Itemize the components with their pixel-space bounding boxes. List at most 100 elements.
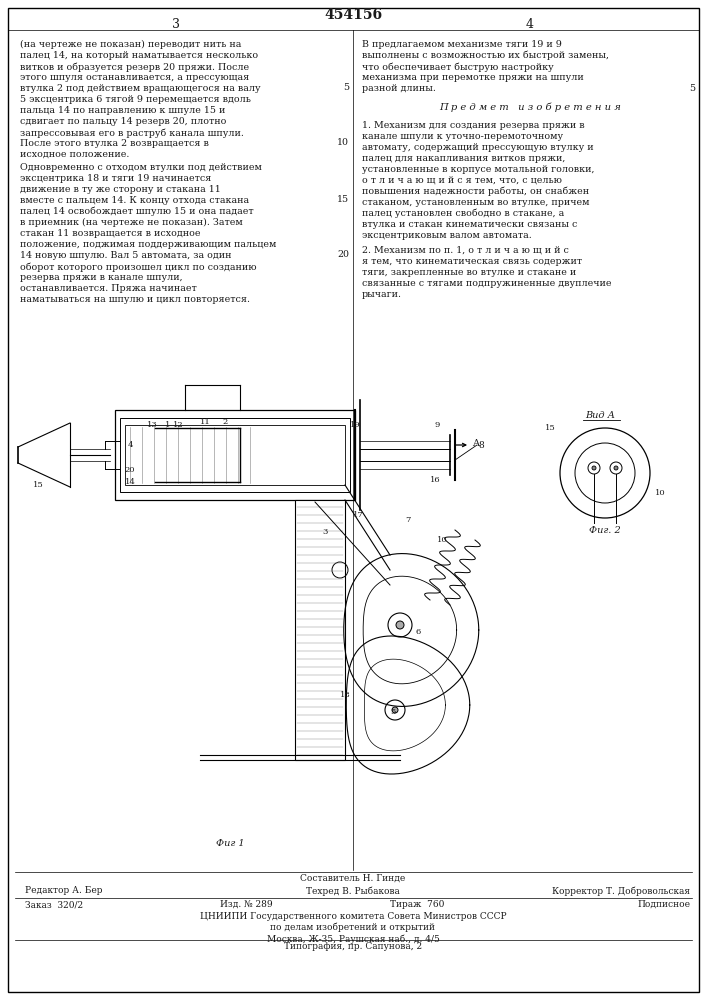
- Text: Изд. № 289: Изд. № 289: [220, 900, 273, 909]
- Text: эксцентриковым валом автомата.: эксцентриковым валом автомата.: [362, 231, 532, 240]
- Text: палец для накапливания витков пряжи,: палец для накапливания витков пряжи,: [362, 154, 566, 163]
- Text: 5: 5: [343, 83, 349, 92]
- Text: оборот которого произошел цикл по созданию: оборот которого произошел цикл по создан…: [20, 262, 257, 271]
- Text: Вид А: Вид А: [585, 411, 615, 420]
- Text: 4: 4: [526, 17, 534, 30]
- Text: положение, поджимая поддерживающим пальцем: положение, поджимая поддерживающим пальц…: [20, 240, 276, 249]
- Text: Корректор Т. Добровольская: Корректор Т. Добровольская: [552, 886, 690, 896]
- Text: сдвигает по пальцу 14 резерв 20, плотно: сдвигает по пальцу 14 резерв 20, плотно: [20, 117, 226, 126]
- Text: Редактор А. Бер: Редактор А. Бер: [25, 886, 103, 895]
- Text: 3: 3: [172, 17, 180, 30]
- Text: запрессовывая его в раструб канала шпули.: запрессовывая его в раструб канала шпули…: [20, 128, 244, 137]
- Text: 13: 13: [146, 421, 158, 429]
- Text: Заказ  320/2: Заказ 320/2: [25, 900, 83, 909]
- Text: связанные с тягами подпружиненные двуплечие: связанные с тягами подпружиненные двупле…: [362, 279, 612, 288]
- Text: 9: 9: [434, 421, 440, 429]
- Text: Типография, пр. Сапунова, 2: Типография, пр. Сапунова, 2: [284, 942, 422, 951]
- Polygon shape: [18, 423, 70, 487]
- Text: установленные в корпусе мотальной головки,: установленные в корпусе мотальной головк…: [362, 165, 595, 174]
- Text: 10: 10: [655, 489, 665, 497]
- Text: Подписное: Подписное: [637, 900, 690, 909]
- Text: рычаги.: рычаги.: [362, 290, 402, 299]
- Text: 3: 3: [322, 528, 327, 536]
- Text: стаканом, установленным во втулке, причем: стаканом, установленным во втулке, приче…: [362, 198, 590, 207]
- Text: механизма при перемотке пряжи на шпули: механизма при перемотке пряжи на шпули: [362, 73, 584, 82]
- Text: 10: 10: [337, 138, 349, 147]
- Text: 16: 16: [430, 476, 440, 484]
- Bar: [295, 500, 345, 760]
- Text: Одновременно с отходом втулки под действием: Одновременно с отходом втулки под действ…: [20, 163, 262, 172]
- Text: 6: 6: [416, 628, 421, 636]
- Text: 7: 7: [405, 516, 411, 524]
- Text: палец 14 освобождает шпулю 15 и она падает: палец 14 освобождает шпулю 15 и она пада…: [20, 207, 254, 217]
- Text: палец 14, на который наматывается несколько: палец 14, на который наматывается нескол…: [20, 51, 258, 60]
- Text: 14 новую шпулю. Вал 5 автомата, за один: 14 новую шпулю. Вал 5 автомата, за один: [20, 251, 231, 260]
- Text: 454156: 454156: [324, 8, 382, 22]
- Text: 20: 20: [124, 466, 135, 474]
- Text: 15: 15: [33, 481, 43, 489]
- Text: в приемник (на чертеже не показан). Затем: в приемник (на чертеже не показан). Зате…: [20, 218, 243, 227]
- Text: 1. Механизм для создания резерва пряжи в: 1. Механизм для создания резерва пряжи в: [362, 121, 585, 130]
- Text: Москва, Ж-35, Раушская наб., д. 4/5: Москва, Ж-35, Раушская наб., д. 4/5: [267, 934, 440, 944]
- Text: вместе с пальцем 14. К концу отхода стакана: вместе с пальцем 14. К концу отхода стак…: [20, 196, 249, 205]
- Text: 14: 14: [124, 478, 136, 486]
- Text: тяги, закрепленные во втулке и стакане и: тяги, закрепленные во втулке и стакане и: [362, 268, 576, 277]
- Text: 15: 15: [337, 195, 349, 204]
- Text: 5 эксцентрика 6 тягой 9 перемещается вдоль: 5 эксцентрика 6 тягой 9 перемещается вдо…: [20, 95, 251, 104]
- Text: В предлагаемом механизме тяги 19 и 9: В предлагаемом механизме тяги 19 и 9: [362, 40, 562, 49]
- Text: 4: 4: [127, 441, 133, 449]
- Text: я тем, что кинематическая связь содержит: я тем, что кинематическая связь содержит: [362, 257, 582, 266]
- Text: по делам изобретений и открытий: по делам изобретений и открытий: [271, 923, 436, 932]
- Text: пальца 14 по направлению к шпуле 15 и: пальца 14 по направлению к шпуле 15 и: [20, 106, 226, 115]
- Text: эксцентрика 18 и тяги 19 начинается: эксцентрика 18 и тяги 19 начинается: [20, 174, 211, 183]
- Text: автомату, содержащий прессующую втулку и: автомату, содержащий прессующую втулку и: [362, 143, 594, 152]
- Text: останавливается. Пряжа начинает: останавливается. Пряжа начинает: [20, 284, 197, 293]
- Text: 11: 11: [199, 418, 211, 426]
- Text: 2: 2: [223, 418, 228, 426]
- Text: разной длины.: разной длины.: [362, 84, 436, 93]
- Text: 8: 8: [478, 442, 484, 450]
- Text: 5: 5: [689, 84, 695, 93]
- Text: 1: 1: [165, 421, 170, 429]
- Circle shape: [614, 466, 618, 470]
- Text: 18: 18: [339, 691, 351, 699]
- Text: втулка и стакан кинематически связаны с: втулка и стакан кинематически связаны с: [362, 220, 578, 229]
- Circle shape: [392, 707, 398, 713]
- Text: втулка 2 под действием вращающегося на валу: втулка 2 под действием вращающегося на в…: [20, 84, 261, 93]
- Text: резерва пряжи в канале шпули,: резерва пряжи в канале шпули,: [20, 273, 182, 282]
- Text: ЦНИИПИ Государственного комитета Совета Министров СССР: ЦНИИПИ Государственного комитета Совета …: [199, 912, 506, 921]
- Text: о т л и ч а ю щ и й с я тем, что, с целью: о т л и ч а ю щ и й с я тем, что, с цель…: [362, 176, 562, 185]
- Text: Фиг. 2: Фиг. 2: [589, 526, 621, 535]
- Text: этого шпуля останавливается, а прессующая: этого шпуля останавливается, а прессующа…: [20, 73, 250, 82]
- Bar: [115, 410, 355, 500]
- Text: исходное положение.: исходное положение.: [20, 150, 129, 159]
- Text: 12: 12: [173, 421, 183, 429]
- Text: выполнены с возможностью их быстрой замены,: выполнены с возможностью их быстрой заме…: [362, 51, 609, 60]
- Text: 17: 17: [353, 511, 363, 519]
- Text: движение в ту же сторону и стакана 11: движение в ту же сторону и стакана 11: [20, 185, 221, 194]
- Circle shape: [396, 621, 404, 629]
- Text: 2. Механизм по п. 1, о т л и ч а ю щ и й с: 2. Механизм по п. 1, о т л и ч а ю щ и й…: [362, 246, 569, 255]
- Text: После этого втулка 2 возвращается в: После этого втулка 2 возвращается в: [20, 139, 209, 148]
- Text: П р е д м е т   и з о б р е т е н и я: П р е д м е т и з о б р е т е н и я: [439, 103, 621, 112]
- Text: что обеспечивает быструю настройку: что обеспечивает быструю настройку: [362, 62, 554, 72]
- Text: палец установлен свободно в стакане, а: палец установлен свободно в стакане, а: [362, 209, 564, 219]
- Bar: [125, 425, 345, 485]
- Text: Техред В. Рыбакова: Техред В. Рыбакова: [306, 886, 400, 896]
- Text: 20: 20: [337, 250, 349, 259]
- Text: витков и образуется резерв 20 пряжи. После: витков и образуется резерв 20 пряжи. Пос…: [20, 62, 249, 72]
- Text: 5: 5: [390, 708, 396, 716]
- Text: стакан 11 возвращается в исходное: стакан 11 возвращается в исходное: [20, 229, 201, 238]
- Text: Составитель Н. Гинде: Составитель Н. Гинде: [300, 874, 406, 883]
- Text: 15: 15: [544, 424, 556, 432]
- Bar: [120, 418, 350, 492]
- Text: 19: 19: [350, 421, 361, 429]
- Text: наматываться на шпулю и цикл повторяется.: наматываться на шпулю и цикл повторяется…: [20, 295, 250, 304]
- Text: Фиг 1: Фиг 1: [216, 839, 245, 848]
- Text: Тираж  760: Тираж 760: [390, 900, 445, 909]
- Text: повышения надежности работы, он снабжен: повышения надежности работы, он снабжен: [362, 187, 589, 196]
- Circle shape: [592, 466, 596, 470]
- Text: канале шпули к уточно-перемоточному: канале шпули к уточно-перемоточному: [362, 132, 563, 141]
- Text: A: A: [472, 438, 479, 448]
- Text: 10: 10: [437, 536, 448, 544]
